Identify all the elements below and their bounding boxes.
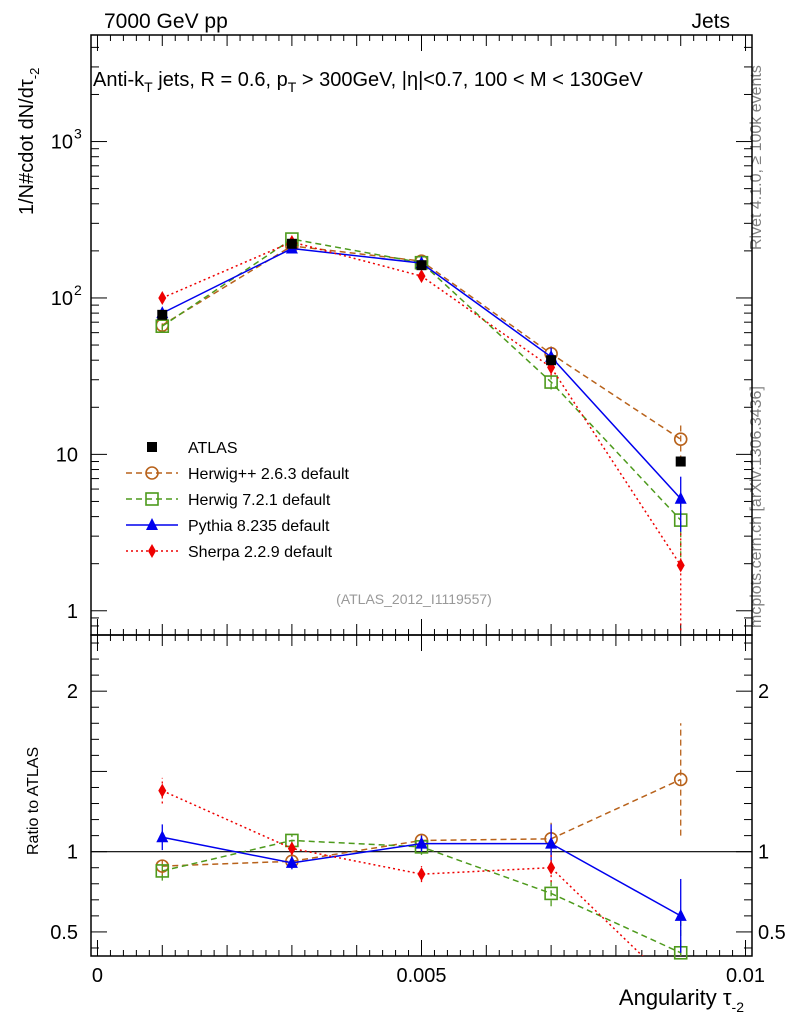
legend-marker [146, 518, 158, 530]
legend-label: ATLAS [188, 440, 238, 457]
atlas-data-point [157, 309, 168, 320]
data-point [674, 491, 687, 504]
series-pythia-8-235-default [156, 241, 687, 532]
series-atlas-data [157, 238, 686, 467]
x-tick-label: 0 [92, 965, 103, 987]
x-tick-label: 0.005 [396, 965, 446, 987]
legend-item: Herwig++ 2.6.3 default [126, 466, 350, 483]
data-point [673, 432, 688, 447]
ratio-point [287, 841, 296, 856]
ratio-point [544, 886, 558, 901]
y-tick-label-main: 10 [56, 444, 78, 466]
y-tick-label-ratio: 2 [67, 681, 78, 703]
legend-marker [148, 544, 156, 558]
legend-marker [145, 466, 159, 480]
data-point [417, 269, 426, 284]
legend-item: ATLAS [147, 440, 238, 457]
x-axis-label-sub: -2 [732, 999, 745, 1015]
atlas-data-point [546, 355, 557, 366]
main-y-axis-label: 1/N#cdot dN/dτ-2 [16, 68, 42, 215]
main-series-layer [155, 232, 688, 631]
ratio-point [285, 855, 298, 868]
legend-marker [145, 492, 159, 506]
series-line [161, 247, 682, 500]
title-part-a: Anti-k [93, 69, 145, 91]
series-sherpa-2-2-9-default [158, 234, 685, 631]
ratio-series-layer [155, 723, 688, 960]
ratio-point [547, 860, 556, 875]
header-category-label: Jets [691, 10, 730, 33]
legend: ATLAS Herwig++ 2.6.3 default Herwig 7.2.1 … [126, 440, 350, 561]
ratio-point [156, 830, 169, 843]
rivet-version-label: Rivet 4.1.0, ≥ 100k events [748, 65, 765, 250]
main-y-axis-label-sub: -2 [27, 68, 42, 80]
y-tick-label-ratio-right: 2 [758, 681, 769, 703]
legend-label: Pythia 8.235 default [188, 518, 330, 535]
ratio-point [673, 772, 688, 787]
y-tick-label-main-exp: 2 [74, 282, 82, 298]
ratio-point [545, 836, 558, 849]
ratio-point [158, 783, 167, 798]
ratio-point [155, 864, 170, 878]
analysis-id-label: (ATLAS_2012_I1119557) [336, 591, 492, 607]
header-energy-label: 7000 GeV pp [104, 10, 228, 33]
y-tick-label-ratio: 0.5 [50, 922, 78, 944]
title-sub-a: T [144, 79, 153, 95]
ratio-y-axis-label: Ratio to ATLAS [25, 747, 42, 855]
ratio-series-pythia-8-235-default [156, 824, 687, 953]
y-tick-label-ratio: 1 [67, 842, 78, 864]
legend-marker [147, 442, 157, 452]
series-line [161, 238, 682, 521]
atlas-data-point [675, 456, 686, 467]
main-y-axis-label-text: 1/N#cdot dN/dτ [16, 79, 38, 215]
title-part-b: jets, R = 0.6, p [153, 69, 288, 91]
atlas-data-point [416, 260, 427, 271]
plot-title: Anti-kT jets, R = 0.6, pT > 300GeV, |η|<… [93, 69, 644, 95]
ratio-plot-frame [90, 634, 753, 957]
y-tick-label-main: 10 [51, 288, 73, 310]
legend-item: Sherpa 2.2.9 default [126, 544, 333, 561]
x-tick-label: 0.01 [726, 965, 765, 987]
atlas-data-point [286, 238, 297, 249]
legend-label: Sherpa 2.2.9 default [188, 544, 333, 561]
title-sub-b: T [288, 79, 297, 95]
data-point [544, 375, 558, 389]
y-tick-label-main: 1 [67, 601, 78, 623]
data-point [155, 319, 170, 333]
ratio-point [415, 836, 428, 849]
legend-label: Herwig++ 2.6.3 default [188, 466, 350, 483]
ratio-point [417, 867, 426, 882]
ratio-series-sherpa-2-2-9-default [158, 777, 644, 956]
title-part-c: > 300GeV, |η|<0.7, 100 < M < 130GeV [296, 69, 643, 91]
ratio-axes: 0 0.005 0.01 0.5 0.5 1 1 2 2 [50, 635, 786, 987]
legend-label: Herwig 7.2.1 default [188, 492, 331, 509]
x-axis-label: Angularity τ-2 [619, 985, 744, 1015]
ratio-line [162, 839, 682, 954]
ratio-point [674, 908, 687, 921]
y-tick-label-main: 10 [51, 132, 73, 154]
x-axis-label-text: Angularity τ [619, 985, 732, 1010]
y-tick-label-ratio-right: 0.5 [758, 922, 786, 944]
data-point [158, 290, 167, 305]
mcplots-label: mcplots.cern.ch [arXiv:1306.3436] [748, 386, 765, 628]
data-point [676, 558, 685, 573]
ratio-line [161, 789, 644, 956]
series-line [161, 241, 682, 566]
legend-item: Herwig 7.2.1 default [126, 492, 331, 509]
y-tick-label-main-exp: 3 [74, 126, 82, 142]
y-tick-label-ratio-right: 1 [758, 842, 769, 864]
legend-item: Pythia 8.235 default [126, 518, 330, 535]
